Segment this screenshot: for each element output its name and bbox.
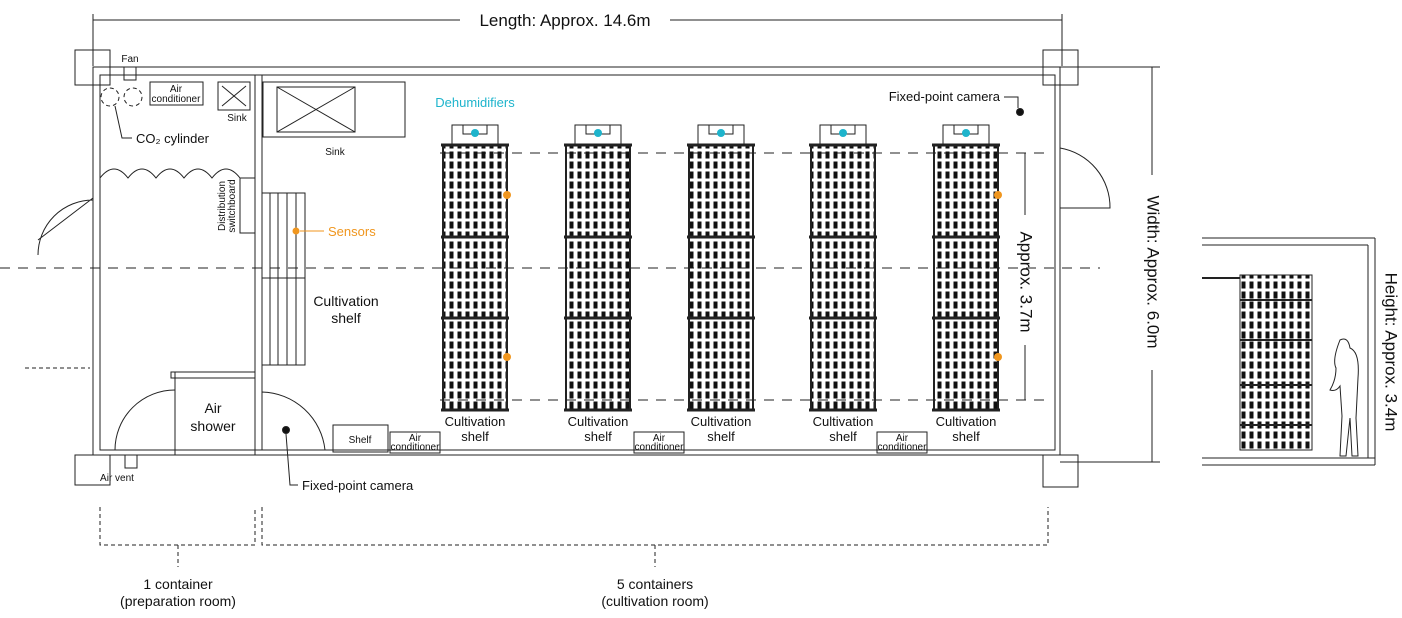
side-shelf-slats bbox=[270, 193, 296, 365]
dehumidifier-dot bbox=[471, 129, 479, 137]
dehumidifier-dot bbox=[962, 129, 970, 137]
shelf-body bbox=[443, 145, 507, 410]
footer-line: (cultivation room) bbox=[601, 593, 708, 609]
shelf-label-line: shelf bbox=[461, 429, 489, 444]
dehumidifier-dot bbox=[717, 129, 725, 137]
co2-label: CO₂ cylinder bbox=[136, 131, 210, 146]
camera-label: Fixed-point camera bbox=[889, 89, 1001, 104]
length-label: Length: Approx. 14.6m bbox=[479, 11, 650, 30]
air-shower-label: Air shower bbox=[190, 400, 235, 434]
air-shower-line: Air bbox=[204, 400, 221, 416]
sensor bbox=[503, 353, 511, 361]
length-dimension: Length: Approx. 14.6m bbox=[93, 11, 1062, 66]
dehumidifier-dot bbox=[594, 129, 602, 137]
side-shelf-line: shelf bbox=[331, 310, 361, 326]
air-shower-line: shower bbox=[190, 418, 235, 434]
shelf-label-line: shelf bbox=[829, 429, 857, 444]
shelf-label: Shelf bbox=[349, 435, 372, 446]
shelf-body bbox=[689, 145, 753, 410]
air-vent-label: Air vent bbox=[100, 473, 134, 484]
fan-label: Fan bbox=[121, 54, 138, 65]
dehumidifiers-label: Dehumidifiers bbox=[435, 95, 515, 110]
footer-line: (preparation room) bbox=[120, 593, 236, 609]
span-label: Approx. 3.7m bbox=[1017, 231, 1036, 332]
shelf-body bbox=[811, 145, 875, 410]
width-label: Width: Approx. 6.0m bbox=[1144, 195, 1163, 348]
shelf-label-line: Cultivation bbox=[691, 414, 752, 429]
shelf-label-line: Cultivation bbox=[445, 414, 506, 429]
ac-line: conditioner bbox=[152, 94, 202, 105]
footer: 1 container(preparation room) 5 containe… bbox=[100, 507, 1048, 609]
shelf-body bbox=[566, 145, 630, 410]
shelf-body bbox=[934, 145, 998, 410]
shelf-label-line: shelf bbox=[584, 429, 612, 444]
height-label: Height: Approx. 3.4m bbox=[1382, 273, 1401, 432]
sensors-label: Sensors bbox=[328, 224, 376, 239]
cultivation-label: 5 containers(cultivation room) bbox=[601, 576, 708, 609]
side-elevation: Height: Approx. 3.4m bbox=[1202, 238, 1401, 465]
shelf-label-line: Cultivation bbox=[936, 414, 997, 429]
sensor bbox=[994, 353, 1002, 361]
camera-label: Fixed-point camera bbox=[302, 478, 414, 493]
preparation-label: 1 container(preparation room) bbox=[120, 576, 236, 609]
sensor bbox=[503, 191, 511, 199]
floor-plan: Length: Approx. 14.6m Width: Approx. 6.0… bbox=[0, 0, 1402, 618]
dehumidifier-dot bbox=[839, 129, 847, 137]
shelf-label-line: shelf bbox=[952, 429, 980, 444]
switchboard-line: switchboard bbox=[227, 179, 238, 232]
shelf-label-line: Cultivation bbox=[568, 414, 629, 429]
footer-line: 5 containers bbox=[617, 576, 693, 592]
sink-label: Sink bbox=[325, 147, 345, 158]
sensor bbox=[293, 228, 300, 235]
sensor bbox=[994, 191, 1002, 199]
side-shelf-line: Cultivation bbox=[313, 293, 378, 309]
footer-line: 1 container bbox=[143, 576, 213, 592]
ac-line: conditioner bbox=[391, 442, 441, 453]
sink-label: Sink bbox=[227, 113, 247, 124]
switchboard-label: Distributionswitchboard bbox=[217, 179, 238, 232]
width-dimension: Width: Approx. 6.0m bbox=[1060, 67, 1163, 462]
ac-line: conditioner bbox=[635, 442, 685, 453]
shelf-label-line: Cultivation bbox=[813, 414, 874, 429]
ac-line: conditioner bbox=[878, 442, 928, 453]
shelf-label-line: shelf bbox=[707, 429, 735, 444]
